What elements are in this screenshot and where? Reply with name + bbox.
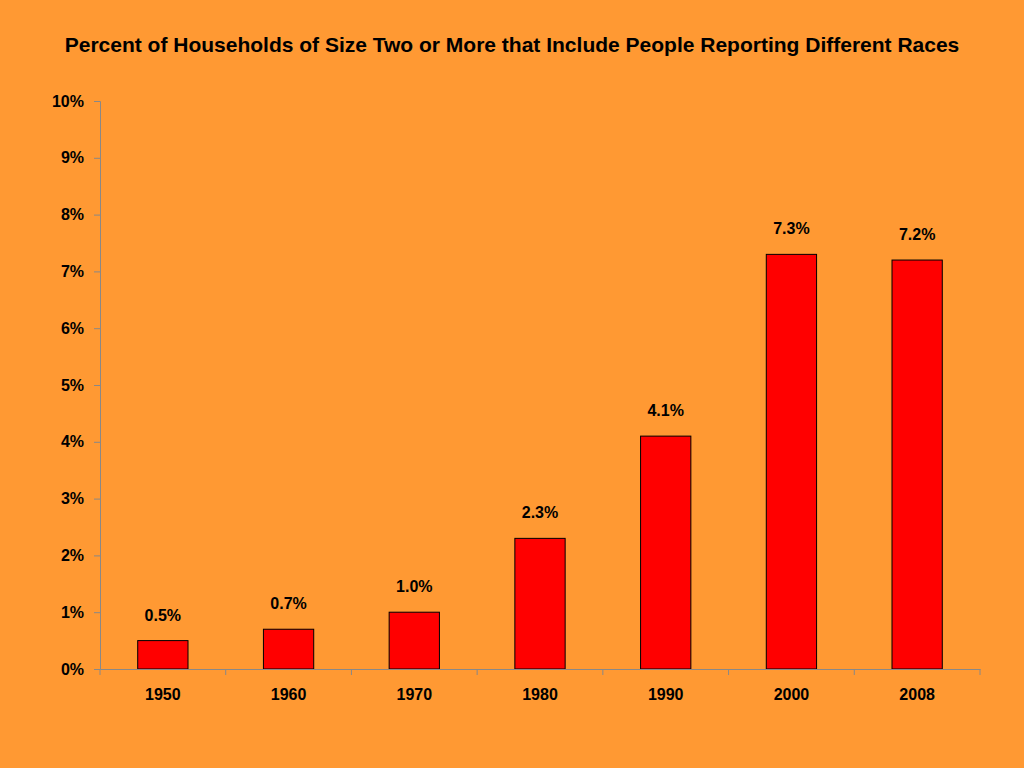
y-tick: 0% bbox=[61, 661, 100, 678]
x-tick-label: 1950 bbox=[145, 686, 181, 703]
y-tick-label: 1% bbox=[61, 604, 84, 621]
y-tick-mark bbox=[94, 385, 100, 386]
data-label: 1.0% bbox=[396, 578, 432, 595]
y-tick-label: 4% bbox=[61, 433, 84, 450]
bar bbox=[892, 260, 942, 669]
y-tick-label: 0% bbox=[61, 661, 84, 678]
y-tick-mark bbox=[94, 328, 100, 329]
x-tick-label: 1970 bbox=[396, 686, 432, 703]
category-separator bbox=[351, 669, 352, 675]
bar bbox=[641, 436, 691, 669]
bar bbox=[515, 538, 565, 669]
y-tick-label: 10% bbox=[52, 93, 84, 110]
category-separator bbox=[477, 669, 478, 675]
y-tick: 3% bbox=[61, 490, 100, 507]
y-tick: 8% bbox=[61, 206, 100, 223]
bars bbox=[138, 254, 943, 669]
y-tick-mark bbox=[94, 158, 100, 159]
background bbox=[0, 0, 1024, 768]
data-labels: 0.5% 0.7% 1.0% 2.3% 4.1% 7.3% 7.2% bbox=[145, 220, 936, 623]
bar bbox=[766, 254, 816, 669]
y-tick-mark bbox=[94, 215, 100, 216]
data-label: 2.3% bbox=[522, 504, 558, 521]
x-axis-line bbox=[101, 669, 981, 670]
y-tick-mark bbox=[94, 442, 100, 443]
category-separator bbox=[602, 669, 603, 675]
y-tick: 7% bbox=[61, 263, 100, 280]
bar bbox=[389, 612, 439, 669]
data-label: 0.7% bbox=[270, 595, 306, 612]
y-tick: 9% bbox=[61, 149, 100, 166]
x-tick: 1970 bbox=[396, 669, 432, 703]
x-tick-label: 2008 bbox=[899, 686, 935, 703]
y-tick-label: 9% bbox=[61, 149, 84, 166]
y-tick-mark bbox=[94, 101, 100, 102]
data-label: 0.5% bbox=[145, 607, 181, 624]
bar bbox=[138, 641, 188, 669]
x-tick: 1980 bbox=[522, 669, 558, 703]
y-tick-label: 7% bbox=[61, 263, 84, 280]
x-tick: 2000 bbox=[774, 669, 810, 703]
y-axis-line bbox=[94, 102, 101, 670]
x-axis: 1950 1960 1970 1980 1990 2000 2008 bbox=[100, 669, 981, 703]
title: Percent of Households of Size Two or Mor… bbox=[65, 33, 960, 56]
data-label: 4.1% bbox=[647, 402, 683, 419]
category-separator bbox=[728, 669, 729, 675]
y-tick: 2% bbox=[61, 547, 100, 564]
y-tick: 10% bbox=[52, 93, 100, 110]
plot: 0.5% 0.7% 1.0% 2.3% 4.1% 7.3% 7.2% 0% 1% 2% 3% 4% 5%… bbox=[52, 93, 981, 704]
category-separator bbox=[980, 669, 981, 675]
category-separator bbox=[225, 669, 226, 675]
y-tick-label: 2% bbox=[61, 547, 84, 564]
chart: Percent of Households of Size Two or Mor… bbox=[0, 0, 1024, 768]
x-tick: 1950 bbox=[145, 669, 181, 703]
y-tick-label: 3% bbox=[61, 490, 84, 507]
x-tick: 1990 bbox=[648, 669, 684, 703]
y-tick-mark bbox=[94, 612, 100, 613]
x-tick-label: 1960 bbox=[271, 686, 307, 703]
title-line: Percent of Households of Size Two or Mor… bbox=[65, 33, 960, 56]
category-separator bbox=[100, 669, 101, 675]
x-tick: 2008 bbox=[899, 669, 935, 703]
y-axis: 0% 1% 2% 3% 4% 5% 6% 7% 8% 9% 10% bbox=[52, 93, 101, 678]
y-tick-label: 8% bbox=[61, 206, 84, 223]
x-tick-label: 1980 bbox=[522, 686, 558, 703]
y-tick-mark bbox=[94, 499, 100, 500]
x-tick-label: 1990 bbox=[648, 686, 684, 703]
x-tick: 1960 bbox=[271, 669, 307, 703]
y-tick-label: 6% bbox=[61, 320, 84, 337]
data-label: 7.3% bbox=[773, 220, 809, 237]
y-tick: 1% bbox=[61, 604, 100, 621]
y-tick: 6% bbox=[61, 320, 100, 337]
data-label: 7.2% bbox=[899, 226, 935, 243]
y-tick: 4% bbox=[61, 433, 100, 450]
category-separators bbox=[100, 669, 980, 675]
y-tick-mark bbox=[94, 555, 100, 556]
x-tick-label: 2000 bbox=[774, 686, 810, 703]
y-tick-label: 5% bbox=[61, 377, 84, 394]
category-separator bbox=[854, 669, 855, 675]
bar bbox=[263, 629, 313, 669]
y-tick: 5% bbox=[61, 377, 100, 394]
y-tick-mark bbox=[94, 271, 100, 272]
y-tick-mark bbox=[94, 669, 100, 670]
